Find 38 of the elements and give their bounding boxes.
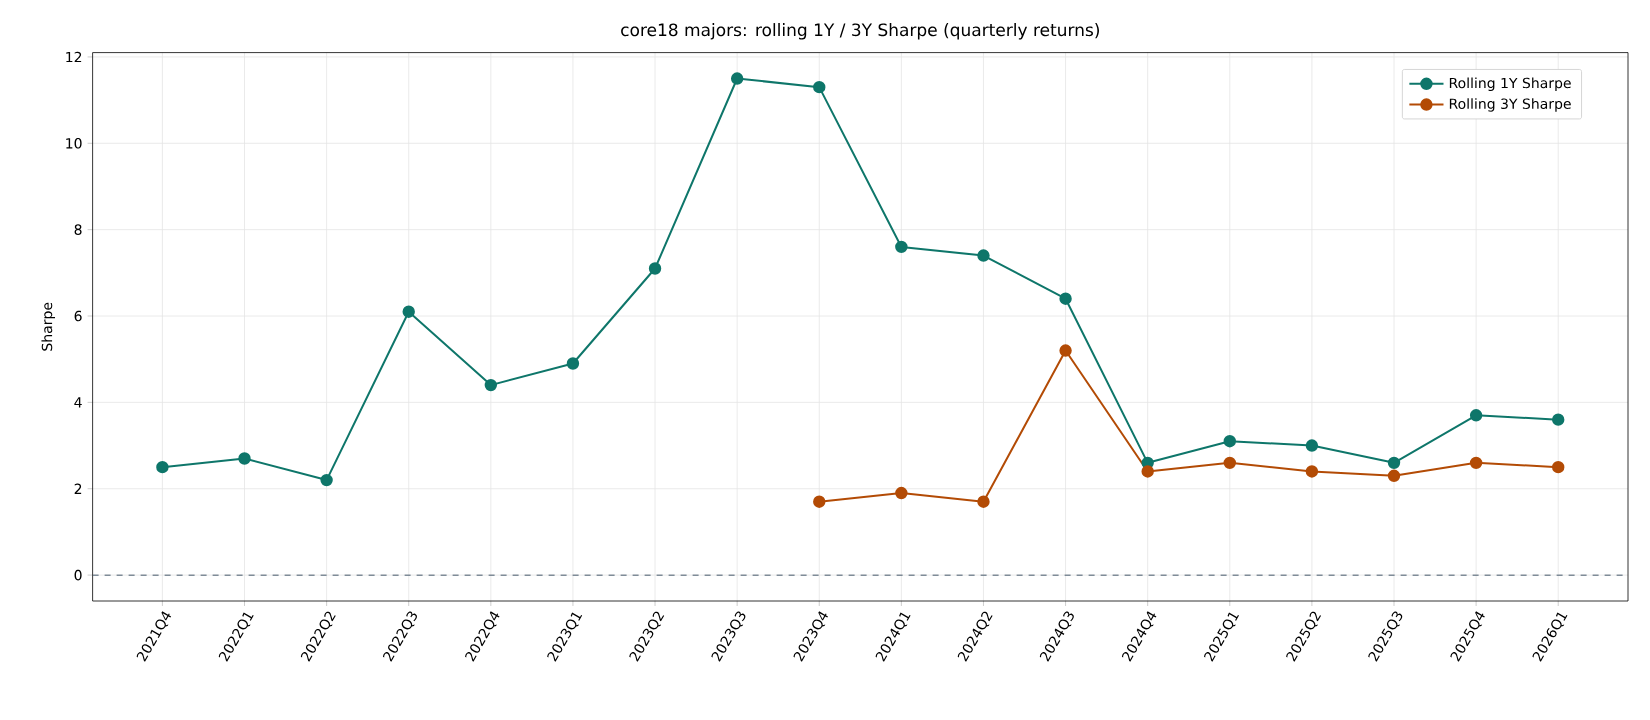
point	[1141, 465, 1154, 478]
point	[1223, 456, 1236, 470]
y-tick-label: 10	[66, 138, 82, 149]
point	[156, 460, 169, 474]
point	[895, 240, 908, 254]
y-tick-label: 4	[74, 397, 82, 408]
point	[402, 305, 415, 318]
point	[1059, 344, 1072, 357]
y-axis-title: Sharpe	[41, 302, 55, 351]
y-tick-label: 0	[74, 569, 82, 581]
point	[1387, 469, 1401, 482]
point	[1305, 465, 1319, 478]
point	[648, 262, 662, 275]
point	[730, 72, 744, 85]
point	[1469, 409, 1483, 422]
point	[238, 452, 251, 465]
point	[1552, 460, 1565, 474]
point	[895, 486, 908, 500]
point	[1059, 292, 1072, 305]
legend-label: Rolling 1Y Sharpe	[1449, 77, 1571, 92]
point	[320, 473, 333, 487]
point	[977, 249, 990, 262]
y-tick-label: 2	[74, 483, 82, 494]
y-tick-label: 12	[66, 51, 82, 63]
point	[977, 495, 990, 508]
point	[566, 357, 580, 370]
point	[1305, 439, 1319, 452]
point	[1387, 456, 1401, 470]
point	[1469, 456, 1483, 470]
chart-title: core18 majors: rolling 1Y / 3Y Sharpe (quarterly returns)	[621, 23, 1099, 40]
legend-label: Rolling 3Y Sharpe	[1449, 98, 1571, 112]
y-tick-label: 8	[74, 224, 82, 235]
point	[1223, 435, 1236, 448]
point	[813, 80, 826, 94]
point	[484, 378, 498, 392]
point	[813, 495, 826, 508]
y-tick-label: 6	[74, 310, 82, 322]
point	[1552, 413, 1565, 426]
